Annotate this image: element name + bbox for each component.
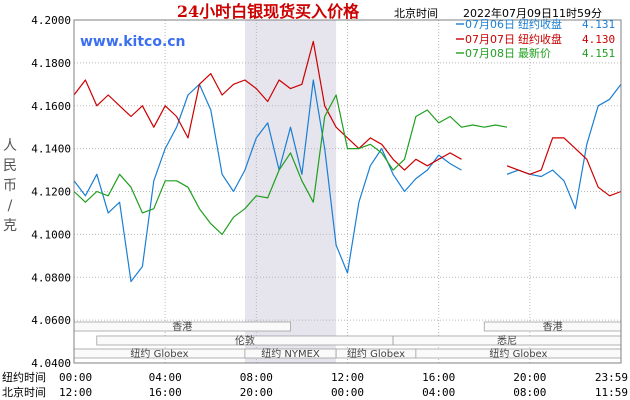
legend-closing-value: 4.130: [582, 33, 615, 46]
x-tick-label: 08:00: [240, 371, 273, 384]
legend-closing-label: 纽约收盘: [518, 17, 562, 31]
x-tick-label: 00:00: [331, 386, 364, 399]
watermark-text: www.kitco.cn: [80, 34, 186, 50]
series-line-3: [73, 94, 508, 235]
x-tick-label: 20:00: [240, 386, 273, 399]
x-tick-label: 20:00: [513, 371, 546, 384]
timezone-label: 北京时间: [394, 6, 438, 20]
x-tick-label: 04:00: [149, 371, 182, 384]
y-tick-label: 4.1400: [31, 143, 71, 156]
session-label: 纽约 Globex: [489, 347, 547, 360]
session-label: 悉尼: [497, 335, 517, 347]
x-tick-label: 12:00: [59, 386, 92, 399]
legend-series-name: 07月08日: [465, 47, 515, 60]
plot-border: [73, 19, 622, 364]
session-label: 纽约 Globex: [347, 347, 405, 360]
timestamp: 2022年07月09日11时59分: [463, 6, 602, 20]
y-tick-label: 4.0600: [31, 314, 71, 327]
session-label: 伦敦: [235, 334, 255, 347]
x-axis-row-label: 北京时间: [2, 385, 46, 399]
y-tick-label: 4.0400: [31, 357, 71, 370]
legend-series-name: 07月07日: [465, 33, 515, 46]
y-tick-label: 4.1200: [31, 186, 71, 199]
y-tick-label: 4.2000: [31, 14, 71, 27]
session-label: 纽约 NYMEX: [261, 347, 320, 360]
y-axis-label-char: 克: [3, 218, 17, 234]
x-tick-label: 04:00: [422, 386, 455, 399]
x-tick-label: 12:00: [331, 371, 364, 384]
legend-closing-label: 最新价: [518, 46, 551, 60]
legend-closing-value: 4.131: [582, 18, 615, 31]
x-axis-row-label: 纽约时间: [2, 370, 46, 384]
y-tick-label: 4.1600: [31, 100, 71, 113]
session-label: 纽约 Globex: [130, 347, 188, 360]
y-axis-label-char: 人: [3, 138, 17, 154]
y-tick-label: 4.1800: [31, 57, 71, 70]
x-tick-label: 08:00: [513, 386, 546, 399]
y-axis-label-char: 民: [3, 158, 17, 174]
legend-series-name: 07月06日: [465, 18, 515, 31]
legend-closing-value: 4.151: [582, 47, 615, 60]
session-label: 香港: [172, 321, 192, 333]
legend-closing-label: 纽约收盘: [518, 32, 562, 46]
x-tick-label: 16:00: [422, 371, 455, 384]
series-line-2: [73, 40, 622, 197]
x-tick-label: 11:59: [595, 386, 628, 399]
x-tick-label: 23:59: [595, 371, 628, 384]
y-axis-label-char: /: [8, 198, 13, 214]
y-tick-label: 4.1000: [31, 228, 71, 241]
y-tick-label: 4.0800: [31, 271, 71, 284]
chart-title: 24小时白银现货买入价格: [177, 2, 360, 21]
y-axis-label-char: 币: [3, 178, 17, 194]
session-label: 香港: [543, 321, 563, 333]
x-tick-label: 00:00: [59, 371, 92, 384]
x-tick-label: 16:00: [149, 386, 182, 399]
